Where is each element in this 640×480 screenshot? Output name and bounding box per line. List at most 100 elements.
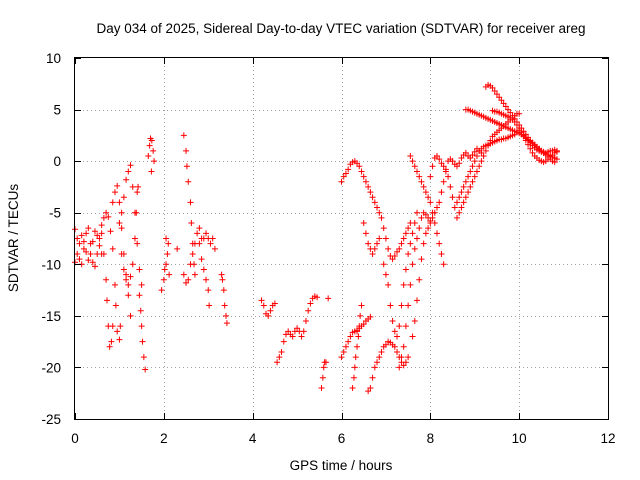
- data-point: [127, 162, 134, 169]
- data-point: [140, 354, 147, 361]
- data-point: [352, 354, 359, 361]
- data-point: [462, 178, 469, 185]
- data-point: [98, 222, 105, 229]
- data-point: [398, 240, 405, 247]
- data-point: [440, 163, 447, 170]
- data-point: [180, 271, 187, 278]
- data-point: [420, 183, 427, 190]
- data-point: [365, 183, 372, 190]
- data-point: [183, 163, 190, 170]
- data-point: [453, 199, 460, 206]
- data-point: [418, 256, 425, 263]
- data-point: [389, 256, 396, 263]
- data-point: [465, 173, 472, 180]
- data-point: [400, 281, 407, 288]
- data-point: [371, 245, 378, 252]
- data-point: [136, 266, 143, 273]
- data-point: [294, 325, 301, 332]
- data-point: [220, 287, 227, 294]
- data-point: [112, 302, 119, 309]
- grid-lines: [75, 58, 608, 419]
- data-point: [135, 183, 142, 190]
- data-point: [189, 250, 196, 257]
- data-point: [400, 235, 407, 242]
- data-point: [462, 194, 469, 201]
- x-tick-label: 0: [71, 431, 79, 446]
- data-point: [349, 385, 356, 392]
- data-point: [367, 313, 374, 320]
- data-point: [139, 338, 146, 345]
- data-point: [376, 235, 383, 242]
- data-point: [367, 189, 374, 196]
- data-point: [471, 148, 478, 155]
- data-point: [456, 209, 463, 216]
- data-point: [360, 220, 367, 227]
- data-point: [347, 333, 354, 340]
- data-point: [114, 182, 121, 189]
- y-tick-label: -5: [49, 206, 61, 221]
- data-point: [369, 250, 376, 257]
- data-point: [371, 199, 378, 206]
- data-point: [194, 230, 201, 237]
- data-point: [422, 230, 429, 237]
- data-point: [427, 199, 434, 206]
- data-point: [416, 225, 423, 232]
- data-point: [405, 302, 412, 309]
- data-point: [148, 168, 155, 175]
- data-point: [183, 279, 190, 286]
- data-point: [469, 178, 476, 185]
- data-point: [123, 176, 130, 183]
- x-tick-label: 10: [512, 431, 527, 446]
- data-point: [89, 238, 96, 245]
- data-point: [391, 253, 398, 260]
- data-point: [362, 230, 369, 237]
- y-axis-label: SDTVAR / TECUs: [6, 184, 21, 293]
- data-point: [416, 276, 423, 283]
- data-point: [258, 297, 265, 304]
- x-tick-label: 2: [160, 431, 168, 446]
- x-axis-label: GPS time / hours: [290, 458, 393, 473]
- data-point: [409, 333, 416, 340]
- data-point: [163, 261, 170, 268]
- data-point: [402, 323, 409, 330]
- data-point: [391, 343, 398, 350]
- data-point: [400, 362, 407, 369]
- data-point: [211, 245, 218, 252]
- data-point: [274, 359, 281, 366]
- data-point: [166, 271, 173, 278]
- data-point: [429, 214, 436, 221]
- data-point: [396, 364, 403, 371]
- data-point: [469, 163, 476, 170]
- data-point: [325, 295, 332, 302]
- data-point: [409, 261, 416, 268]
- data-point: [138, 281, 145, 288]
- data-point: [447, 183, 454, 190]
- data-point: [433, 152, 440, 159]
- data-point: [429, 209, 436, 216]
- data-point: [180, 132, 187, 139]
- data-point: [123, 271, 130, 278]
- data-point: [394, 348, 401, 355]
- data-point: [108, 338, 115, 345]
- data-point: [223, 312, 230, 319]
- data-point: [358, 302, 365, 309]
- data-point: [411, 163, 418, 170]
- data-point: [431, 220, 438, 227]
- x-tick-label: 6: [338, 431, 346, 446]
- data-point: [422, 189, 429, 196]
- data-point: [374, 204, 381, 211]
- data-point: [456, 194, 463, 201]
- data-point: [436, 240, 443, 247]
- data-point: [142, 366, 149, 373]
- data-point: [471, 173, 478, 180]
- data-point: [525, 141, 532, 148]
- data-point: [354, 160, 361, 167]
- data-point: [318, 385, 325, 392]
- data-point: [100, 214, 107, 221]
- data-point: [85, 225, 92, 232]
- data-point: [502, 103, 509, 110]
- data-point: [191, 271, 198, 278]
- data-point: [223, 320, 230, 327]
- data-point: [371, 364, 378, 371]
- y-tick-label: 10: [46, 51, 61, 66]
